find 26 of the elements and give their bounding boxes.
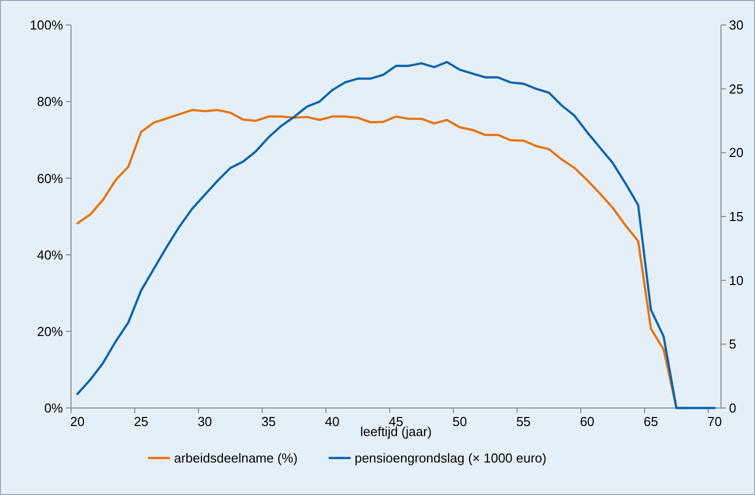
y-tick-label: 40% [36,247,64,262]
y2-tick-label: 20 [729,145,744,160]
x-tick-label: 55 [516,414,531,429]
x-tick-label: 70 [707,414,722,429]
x-tick-label: 65 [644,414,658,429]
legend-label: pensioengrondslag (× 1000 euro) [354,450,546,466]
y-tick-label: 0% [44,400,64,416]
x-tick-label: 35 [261,414,276,429]
x-tick-label: 25 [134,414,148,429]
y2-tick-label: 30 [729,18,744,33]
x-tick-label: 20 [70,414,85,429]
x-tick-label: 30 [198,414,212,429]
x-tick-label: 40 [325,414,340,429]
y2-tick-label: 10 [729,272,744,288]
y2-tick-label: 15 [729,209,744,224]
y2-tick-label: 0 [729,400,736,416]
y-tick-label: 80% [36,94,64,110]
y2-tick-label: 25 [729,81,744,96]
x-tick-label: 50 [452,414,467,429]
x-tick-label: 60 [580,414,594,429]
y-tick-label: 100% [30,18,64,33]
legend-label: arbeidsdeelname (%) [174,450,298,466]
line-series [76,60,716,410]
y2-tick-label: 5 [729,336,736,352]
y-tick-label: 20% [36,324,64,339]
y-tick-label: 60% [36,170,64,186]
